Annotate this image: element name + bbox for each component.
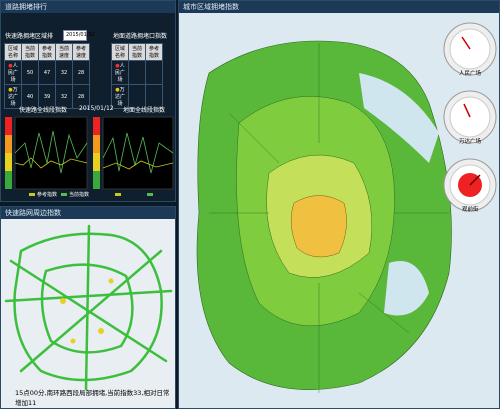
th: 参考指数: [38, 43, 56, 61]
left-table: 区域名称 当前指数 参考指数 当前速度 参考速度 ●人民广场 50 47 32 28 ●万达广场…: [4, 43, 90, 109]
line: [14, 130, 88, 174]
cell: 50: [21, 60, 39, 85]
legend-swatch: [147, 193, 153, 196]
chart-bg: [102, 116, 174, 190]
line: [14, 157, 88, 169]
table-title: 地面道路拥堵口指数: [113, 33, 168, 40]
th: 当前指数: [21, 43, 39, 61]
cell: 28: [72, 84, 90, 109]
gauge-label: 万达广场: [459, 139, 482, 145]
th: 区域名称: [111, 43, 129, 61]
lake: [384, 261, 429, 316]
mini-charts: [5, 116, 174, 196]
cell: 28: [72, 60, 90, 85]
gauge: [443, 158, 497, 212]
legend-label: 参考指数: [37, 192, 58, 198]
cell: 47: [38, 60, 56, 85]
th: 当前指数: [128, 43, 146, 61]
road-network: [4, 224, 173, 391]
legend-swatch: [29, 193, 35, 196]
ring-road: [40, 263, 134, 354]
cell: ●万达广场: [4, 84, 22, 109]
district-center: [290, 195, 347, 258]
th: 区域名称: [4, 43, 22, 61]
panel-title: 道路拥堵排行: [1, 1, 175, 13]
right-table: 区域名称 当前指数 参考指数 ●人民广场 ●万达广场: [111, 43, 163, 109]
gauge-label: 观前街: [462, 207, 479, 213]
chart-bg: [14, 116, 88, 190]
line: [102, 160, 174, 170]
legend-label: 当前指数: [69, 192, 90, 198]
ring-road: [13, 232, 163, 382]
panel-title: 快速路网周边指数: [1, 207, 175, 219]
chart-title: 快速路全线段指数: [19, 107, 68, 114]
cell: [145, 84, 163, 109]
table-title: 快速路拥堵区域排: [5, 33, 54, 40]
gauge-label: 人民广场: [459, 71, 482, 77]
district-map: [196, 40, 452, 393]
th: 参考速度: [72, 43, 90, 61]
cell: [128, 60, 146, 85]
gauge: [443, 22, 497, 76]
gauges: [443, 22, 497, 212]
lake: [359, 73, 439, 163]
chart-title: 地面全线段指数: [123, 107, 166, 114]
date-dropdown[interactable]: 2015/01/12: [63, 30, 95, 41]
cell: ●人民广场: [111, 60, 129, 85]
level-bar: [5, 117, 12, 189]
cell: ●人民广场: [4, 60, 22, 85]
cell: [145, 60, 163, 85]
top-panel: 道路拥堵排行 快速路拥堵区域排 2015/01/12 地面道路拥堵口指数 区域名…: [0, 0, 176, 202]
chart-date: 2015/01/12: [79, 105, 114, 112]
cell: 32: [55, 60, 73, 85]
caption: 15点00分,南环路西段局部拥堵,当前指数33,相对日常增加11: [15, 389, 170, 407]
legend-swatch: [61, 193, 67, 196]
cell: 39: [38, 84, 56, 109]
gauge: [443, 90, 497, 144]
panel-title: 城市区域拥堵指数: [179, 1, 499, 13]
legend-swatch: [115, 193, 121, 196]
th: 当前速度: [55, 43, 73, 61]
bottom-panel: 快速路网周边指数 15点00分,南环路西段局部拥堵,当前指数33,相对日常增加1…: [0, 206, 176, 409]
th: 参考指数: [145, 43, 163, 61]
radial-road: [4, 224, 173, 391]
level-bar: [93, 117, 100, 189]
map-panel: 城市区域拥堵指数 人民广场 万达广场 观前街: [178, 0, 500, 409]
